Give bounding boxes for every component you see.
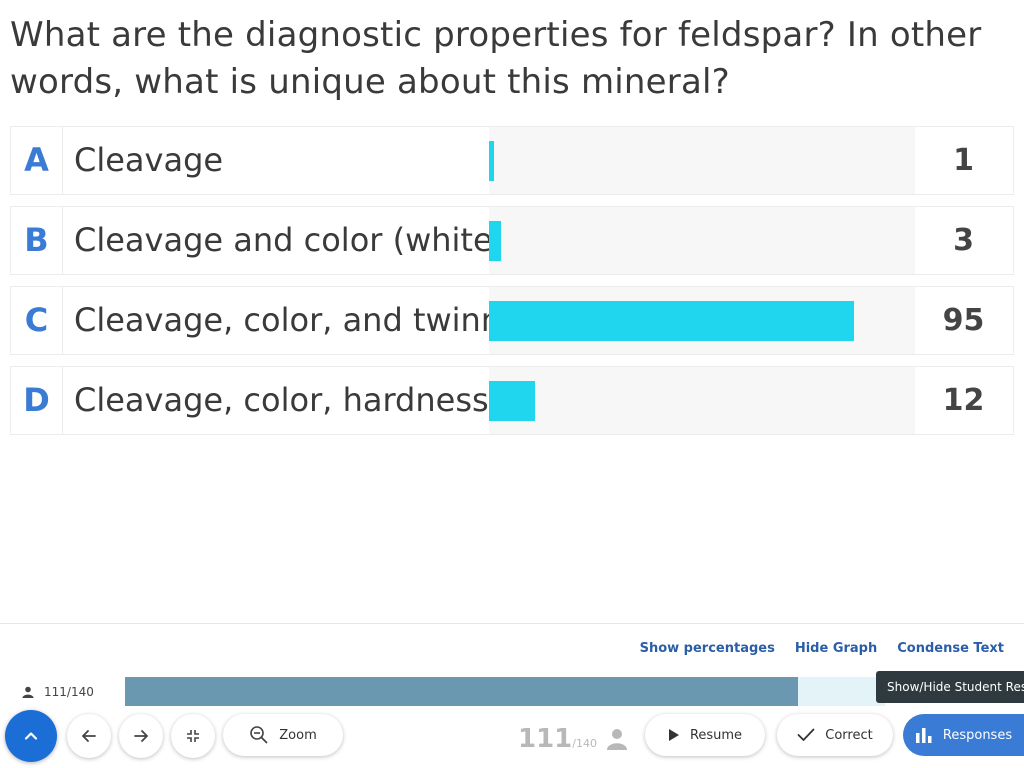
responses-button[interactable]: Responses — [903, 714, 1024, 756]
counter-total: /140 — [572, 737, 597, 750]
condense-text-link[interactable]: Condense Text — [897, 641, 1004, 656]
compress-icon — [187, 730, 199, 742]
next-button[interactable] — [119, 714, 163, 758]
answer-label: Cleavage and color (white — [74, 221, 489, 259]
progress-label: 111/140 — [22, 677, 94, 706]
expand-up-button[interactable] — [5, 710, 57, 762]
response-bar — [489, 301, 854, 341]
answer-letter: D — [11, 367, 63, 434]
response-count: 1 — [953, 143, 974, 178]
resume-button[interactable]: Resume — [645, 714, 765, 756]
progress-track — [125, 677, 885, 706]
answer-row-a[interactable]: A Cleavage 1 — [10, 126, 1014, 195]
arrow-right-icon — [134, 730, 148, 742]
hide-graph-link[interactable]: Hide Graph — [794, 641, 878, 656]
answer-label: Cleavage — [74, 141, 224, 179]
bar-chart-icon — [915, 728, 932, 743]
answer-letter: C — [11, 287, 63, 354]
response-count: 95 — [942, 303, 985, 338]
answer-letter: A — [11, 127, 63, 194]
correct-label: Correct — [825, 727, 873, 743]
response-bar — [489, 381, 536, 421]
response-chart: A Cleavage 1 B Cleavage and color (white… — [10, 126, 1014, 446]
progress-count: 111/140 — [44, 684, 94, 699]
answer-letter: B — [11, 207, 63, 274]
show-percentages-link[interactable]: Show percentages — [639, 641, 775, 656]
zoom-label: Zoom — [279, 727, 317, 743]
previous-button[interactable] — [67, 714, 111, 758]
chart-controls: Show percentages Hide Graph Condense Tex… — [640, 641, 1004, 656]
arrow-left-icon — [82, 730, 96, 742]
zoom-out-icon — [250, 726, 268, 744]
bar-track — [489, 367, 915, 434]
answer-label: Cleavage, color, hardness — [74, 381, 489, 419]
answer-row-c[interactable]: C Cleavage, color, and twinn 95 — [10, 286, 1014, 355]
answer-row-b[interactable]: B Cleavage and color (white 3 — [10, 206, 1014, 275]
chevron-up-icon — [24, 732, 38, 740]
bottom-toolbar: Zoom 111 /140 Resume Correct Responses — [0, 706, 1024, 768]
bar-track — [489, 287, 915, 354]
response-progress: 111/140 — [0, 677, 1024, 706]
checkmark-icon — [797, 728, 815, 741]
question-title: What are the diagnostic properties for f… — [10, 15, 982, 102]
response-count: 3 — [953, 223, 974, 258]
person-icon — [22, 686, 34, 698]
exit-fullscreen-button[interactable] — [171, 714, 215, 758]
play-icon — [668, 729, 679, 741]
correct-button[interactable]: Correct — [777, 714, 893, 756]
answer-row-d[interactable]: D Cleavage, color, hardness 12 — [10, 366, 1014, 435]
resume-label: Resume — [689, 727, 743, 743]
response-counter: 111 /140 — [518, 724, 597, 754]
person-icon — [607, 729, 627, 750]
responses-label: Responses — [942, 727, 1013, 743]
bar-track — [489, 207, 915, 274]
bar-track — [489, 127, 915, 194]
counter-value: 111 — [518, 724, 573, 754]
divider — [0, 623, 1024, 624]
response-bar — [489, 141, 494, 181]
response-bar — [489, 221, 501, 261]
response-count: 12 — [942, 383, 985, 418]
progress-fill — [125, 677, 799, 706]
zoom-button[interactable]: Zoom — [223, 714, 343, 756]
answer-label: Cleavage, color, and twinn — [74, 301, 489, 339]
responses-tooltip: Show/Hide Student Respon — [876, 671, 1024, 703]
